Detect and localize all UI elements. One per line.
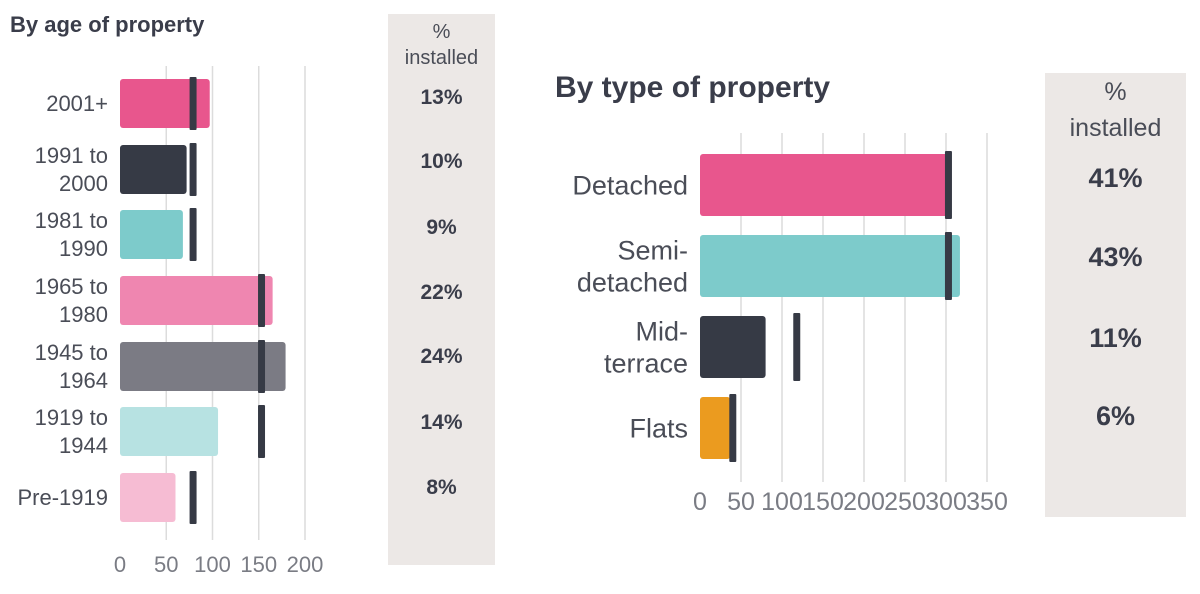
type-pct-header: installed (1070, 114, 1162, 142)
type-category-label: Detached (572, 170, 688, 200)
type-category-label: Flats (629, 413, 688, 443)
type-tick-label: 150 (802, 488, 844, 516)
age-tick-label: 50 (154, 552, 178, 577)
age-category-label: 1965 to 1980 (35, 274, 108, 327)
type-target-marker (944, 151, 952, 219)
age-category-label-line: 1981 to (35, 208, 108, 233)
age-pct-panel (388, 14, 495, 565)
age-tick-label: 150 (240, 552, 277, 577)
age-category-label-line: 1980 (59, 302, 108, 327)
age-pct-value: 14% (420, 411, 462, 434)
age-bar (120, 407, 219, 456)
age-pct-value: 8% (426, 476, 457, 499)
age-category-label-line: 1964 (59, 368, 108, 393)
age-category-label: 1945 to 1964 (35, 340, 108, 393)
type-bar (700, 154, 949, 216)
age-category-label-line: 1919 to (35, 405, 108, 430)
age-target-marker (189, 143, 197, 196)
age-category-label-line: 1944 (59, 433, 108, 458)
age-pct-header: % (433, 21, 451, 43)
type-category-label-line: Detached (572, 170, 688, 200)
type-tick-label: 300 (925, 488, 967, 516)
age-category-label: 1991 to 2000 (35, 143, 108, 196)
type-pct-header: % (1104, 78, 1126, 106)
type-target-marker (729, 394, 737, 462)
type-category-label-line: Mid- (636, 316, 689, 346)
type-tick-label: 100 (761, 488, 803, 516)
age-target-marker (189, 77, 197, 130)
type-category-label-line: Flats (629, 413, 688, 443)
age-category-label-line: 2000 (59, 171, 108, 196)
type-target-marker (944, 232, 952, 300)
age-category-label: 1981 to 1990 (35, 208, 108, 261)
age-pct-value: 10% (420, 150, 462, 173)
type-category-label-line: detached (577, 267, 688, 297)
age-bar (120, 145, 187, 194)
type-pct-value: 11% (1089, 323, 1142, 353)
age-target-marker (258, 340, 266, 393)
age-bar (120, 276, 273, 325)
age-bar (120, 210, 183, 259)
type-pct-value: 43% (1088, 242, 1142, 272)
age-pct-value: 22% (420, 281, 462, 304)
age-category-label-line: 1991 to (35, 143, 108, 168)
type-chart-title: By type of property (555, 71, 830, 104)
age-tick-label: 0 (114, 552, 126, 577)
age-bar (120, 342, 286, 391)
type-pct-panel (1045, 73, 1186, 517)
type-bar (700, 235, 960, 297)
age-category-label-line: 1990 (59, 236, 108, 261)
age-category-label-line: 1965 to (35, 274, 108, 299)
age-target-marker (189, 471, 197, 524)
age-target-marker (258, 405, 266, 458)
type-category-label: Mid-terrace (604, 316, 688, 378)
age-category-label: 1919 to 1944 (35, 405, 108, 458)
age-category-label-line: 2001+ (46, 91, 108, 116)
age-category-label: 2001+ (46, 91, 108, 116)
age-target-marker (258, 274, 266, 327)
age-chart-title: By age of property (10, 12, 205, 37)
age-target-marker (189, 208, 197, 261)
age-pct-header: installed (405, 47, 478, 69)
age-bar (120, 473, 176, 522)
type-bar (700, 397, 731, 459)
age-category-label: Pre-1919 (17, 485, 108, 510)
age-bar (120, 79, 210, 128)
type-tick-label: 250 (884, 488, 926, 516)
type-tick-label: 0 (693, 488, 707, 516)
type-target-marker (793, 313, 801, 381)
type-tick-label: 350 (966, 488, 1008, 516)
type-bar (700, 316, 766, 378)
age-pct-value: 13% (420, 86, 462, 109)
age-tick-label: 200 (287, 552, 324, 577)
age-pct-value: 9% (426, 216, 457, 239)
age-tick-label: 100 (194, 552, 231, 577)
age-pct-value: 24% (420, 345, 462, 368)
age-category-label-line: 1945 to (35, 340, 108, 365)
type-category-label-line: Semi- (617, 235, 688, 265)
type-category-label: Semi-detached (577, 235, 688, 297)
type-category-label-line: terrace (604, 348, 688, 378)
type-tick-label: 50 (727, 488, 755, 516)
type-tick-label: 200 (843, 488, 885, 516)
age-category-label-line: Pre-1919 (17, 485, 108, 510)
type-pct-value: 41% (1088, 163, 1142, 193)
type-pct-value: 6% (1096, 401, 1135, 431)
